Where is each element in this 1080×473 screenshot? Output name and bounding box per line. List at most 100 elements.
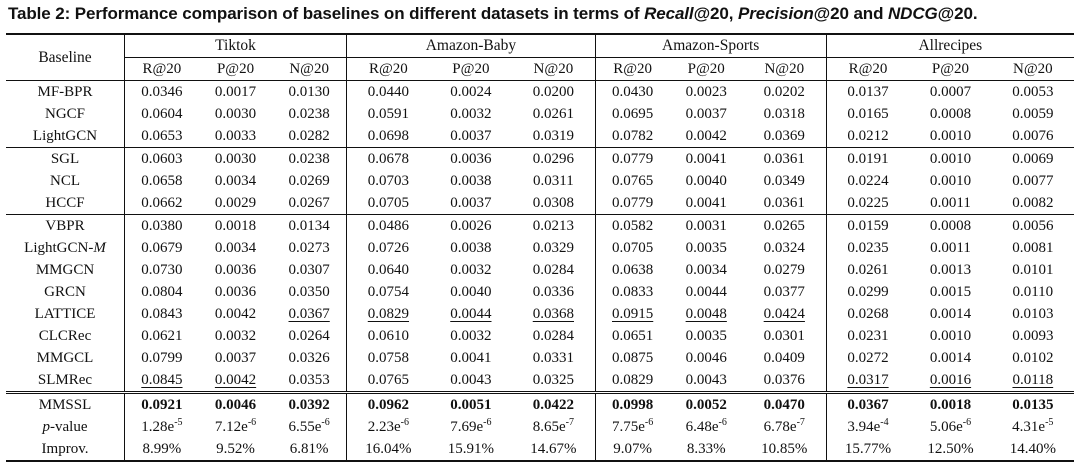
- table-row: p-value 1.28e-5 7.12e-6 6.55e-6 2.23e-6 7.69e…: [6, 416, 1074, 438]
- metric-value: 0.0662: [141, 195, 183, 211]
- metric-value: 0.0069: [991, 147, 1074, 170]
- metric-value: 0.0059: [1012, 106, 1054, 122]
- metric-value: 0.0261: [512, 103, 596, 125]
- metric-value: 0.0651: [612, 328, 654, 344]
- metric-value: 0.0046: [685, 350, 727, 366]
- metric-value: 0.0011: [930, 240, 971, 256]
- metric-value: 0.0296: [512, 147, 596, 170]
- metric-value: 0.0051: [429, 391, 513, 416]
- metric-value: 0.0299: [847, 284, 889, 300]
- metric-value: 0.0380: [124, 214, 199, 237]
- metric-value: 0.0282: [272, 125, 348, 148]
- metric-value: 0.0015: [929, 284, 972, 300]
- metric-value: 0.0042: [685, 128, 727, 144]
- metric-value: 0.0024: [429, 80, 513, 103]
- metric-value: 0.0010: [929, 173, 972, 189]
- metric-value: 0.0191: [826, 147, 910, 170]
- table-row: SGL 0.0603 0.0030 0.0238 0.0678 0.0036 0.0296 0…: [6, 147, 1074, 170]
- metric-value: 0.0046: [198, 391, 273, 416]
- metric-value: 0.0804: [141, 284, 183, 300]
- metric-header: R@20: [124, 57, 199, 81]
- metric-value: 6.48e-6: [685, 417, 727, 436]
- metric-value: 0.0212: [847, 128, 889, 144]
- metric-value: 0.0118: [1012, 372, 1054, 388]
- metric-value: 0.0640: [367, 262, 410, 278]
- metric-value: 15.91%: [429, 438, 513, 462]
- metric-value: 0.0137: [826, 80, 910, 103]
- metric-header: N@20: [272, 57, 348, 81]
- table-row: CLCRec 0.0621 0.0032 0.0264 0.0610 0.0032 0.02…: [6, 325, 1074, 347]
- metric-value: 0.0311: [512, 170, 596, 192]
- metric-value: 0.0035: [685, 240, 727, 256]
- metric-value: 0.0754: [367, 284, 410, 300]
- metric-value: 0.0653: [141, 128, 183, 144]
- metric-value: 0.0875: [612, 350, 654, 366]
- dataset-header-amazon-baby: Amazon-Baby: [346, 33, 596, 58]
- metric-value: 0.0200: [512, 80, 596, 103]
- metric-value: 0.0036: [429, 147, 513, 170]
- metric-value: 0.0008: [909, 214, 992, 237]
- metric-value: 0.0962: [346, 391, 430, 416]
- metric-value: 0.0101: [1012, 262, 1054, 278]
- metric-value: 0.0264: [272, 325, 348, 347]
- dataset-header-tiktok: Tiktok: [124, 33, 348, 58]
- metric-value: 0.0782: [612, 128, 654, 144]
- metric-value: 0.0269: [272, 170, 348, 192]
- metric-value: 0.0621: [141, 328, 183, 344]
- caption-ndcg: NDCG: [888, 4, 938, 23]
- metric-value: 0.0041: [450, 350, 492, 366]
- metric-value: 0.0470: [742, 391, 827, 416]
- metric-value: 0.0361: [742, 192, 827, 215]
- metric-value: 16.04%: [346, 438, 430, 462]
- metric-value: 0.0698: [367, 128, 410, 144]
- metric-value: 12.50%: [909, 438, 992, 462]
- metric-value: 0.0279: [742, 259, 827, 281]
- baseline-name: LightGCN: [6, 125, 125, 148]
- metric-value: 0.0353: [272, 369, 348, 393]
- table-row: HCCF 0.0662 0.0029 0.0267 0.0705 0.0037 0.0308…: [6, 192, 1074, 215]
- table-row: NCL 0.0658 0.0034 0.0269 0.0703 0.0038 0.0311 0…: [6, 170, 1074, 192]
- metric-value: 0.0011: [930, 195, 971, 211]
- metric-value: 0.0799: [141, 350, 183, 366]
- metric-header: R@20: [826, 57, 910, 81]
- metric-value: 0.0038: [450, 240, 492, 256]
- metric-value: 6.81%: [272, 438, 348, 462]
- table-row: NGCF 0.0604 0.0030 0.0238 0.0591 0.0032 0.0261…: [6, 103, 1074, 125]
- metric-value: 0.0326: [272, 347, 348, 369]
- metric-value: 0.0705: [612, 240, 654, 256]
- baseline-name: CLCRec: [6, 325, 125, 347]
- metric-value: 0.0034: [685, 262, 727, 278]
- metric-value: 0.0032: [450, 328, 492, 344]
- metric-value: 0.0361: [742, 147, 827, 170]
- baseline-name: GRCN: [6, 281, 125, 303]
- metric-value: 0.0202: [742, 80, 827, 103]
- metric-value: 14.40%: [991, 438, 1074, 462]
- metric-value: 0.0030: [198, 147, 273, 170]
- metric-value: 0.0040: [685, 173, 727, 189]
- metric-value: 0.0915: [612, 306, 654, 322]
- metric-value: 0.0029: [214, 195, 257, 211]
- table-row: Improv. 8.99% 9.52% 6.81% 16.04% 15.91% 14.67%…: [6, 438, 1074, 462]
- metric-value: 0.0135: [991, 391, 1074, 416]
- metric-value: 0.0037: [450, 128, 492, 144]
- metric-header: P@20: [198, 57, 273, 81]
- metric-value: 0.0325: [512, 369, 596, 393]
- metric-value: 6.55e-6: [272, 416, 348, 438]
- metric-value: 0.0845: [141, 372, 183, 388]
- metric-value: 0.0582: [595, 214, 670, 237]
- metric-value: 0.0369: [742, 125, 827, 148]
- metric-value: 0.0008: [929, 106, 972, 122]
- metric-value: 9.52%: [198, 438, 273, 462]
- metric-value: 0.0037: [214, 350, 257, 366]
- caption-sep-1: @20,: [693, 4, 738, 23]
- metric-value: 0.0409: [742, 347, 827, 369]
- caption-sep-2: @20 and: [813, 4, 888, 23]
- metric-header: P@20: [669, 57, 743, 81]
- baseline-name: p-value: [6, 416, 125, 438]
- baseline-name: VBPR: [6, 214, 125, 237]
- metric-value: 0.0238: [272, 147, 348, 170]
- metric-value: 10.85%: [742, 438, 827, 462]
- dataset-header-allrecipes: Allrecipes: [826, 33, 1074, 58]
- baseline-name: MMGCN: [6, 259, 125, 281]
- metric-header: P@20: [909, 57, 992, 81]
